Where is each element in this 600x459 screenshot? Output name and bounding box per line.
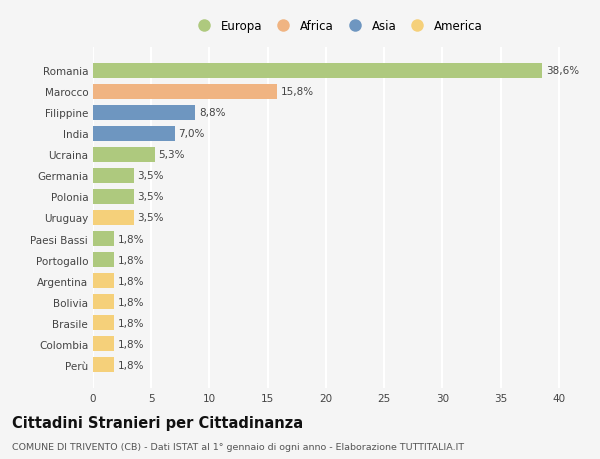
- Text: 3,5%: 3,5%: [137, 192, 164, 202]
- Text: 1,8%: 1,8%: [118, 297, 144, 307]
- Bar: [93, 168, 134, 184]
- Text: 1,8%: 1,8%: [118, 276, 144, 286]
- Text: 3,5%: 3,5%: [137, 213, 164, 223]
- Text: Cittadini Stranieri per Cittadinanza: Cittadini Stranieri per Cittadinanza: [12, 415, 303, 431]
- Bar: [93, 336, 114, 352]
- Bar: [93, 211, 134, 225]
- Text: 1,8%: 1,8%: [118, 339, 144, 349]
- Text: 8,8%: 8,8%: [199, 108, 226, 118]
- Bar: [93, 231, 114, 246]
- Text: 38,6%: 38,6%: [546, 66, 579, 76]
- Text: 3,5%: 3,5%: [137, 171, 164, 181]
- Bar: [93, 147, 155, 162]
- Text: 7,0%: 7,0%: [178, 129, 205, 139]
- Bar: [93, 274, 114, 289]
- Text: 1,8%: 1,8%: [118, 360, 144, 370]
- Text: COMUNE DI TRIVENTO (CB) - Dati ISTAT al 1° gennaio di ogni anno - Elaborazione T: COMUNE DI TRIVENTO (CB) - Dati ISTAT al …: [12, 442, 464, 451]
- Text: 15,8%: 15,8%: [280, 87, 314, 97]
- Bar: [93, 190, 134, 205]
- Text: 1,8%: 1,8%: [118, 318, 144, 328]
- Bar: [93, 64, 542, 79]
- Legend: Europa, Africa, Asia, America: Europa, Africa, Asia, America: [189, 17, 486, 37]
- Bar: [93, 127, 175, 142]
- Text: 1,8%: 1,8%: [118, 234, 144, 244]
- Bar: [93, 106, 196, 121]
- Bar: [93, 357, 114, 372]
- Text: 5,3%: 5,3%: [158, 150, 185, 160]
- Bar: [93, 252, 114, 268]
- Bar: [93, 315, 114, 330]
- Bar: [93, 294, 114, 309]
- Text: 1,8%: 1,8%: [118, 255, 144, 265]
- Bar: [93, 84, 277, 100]
